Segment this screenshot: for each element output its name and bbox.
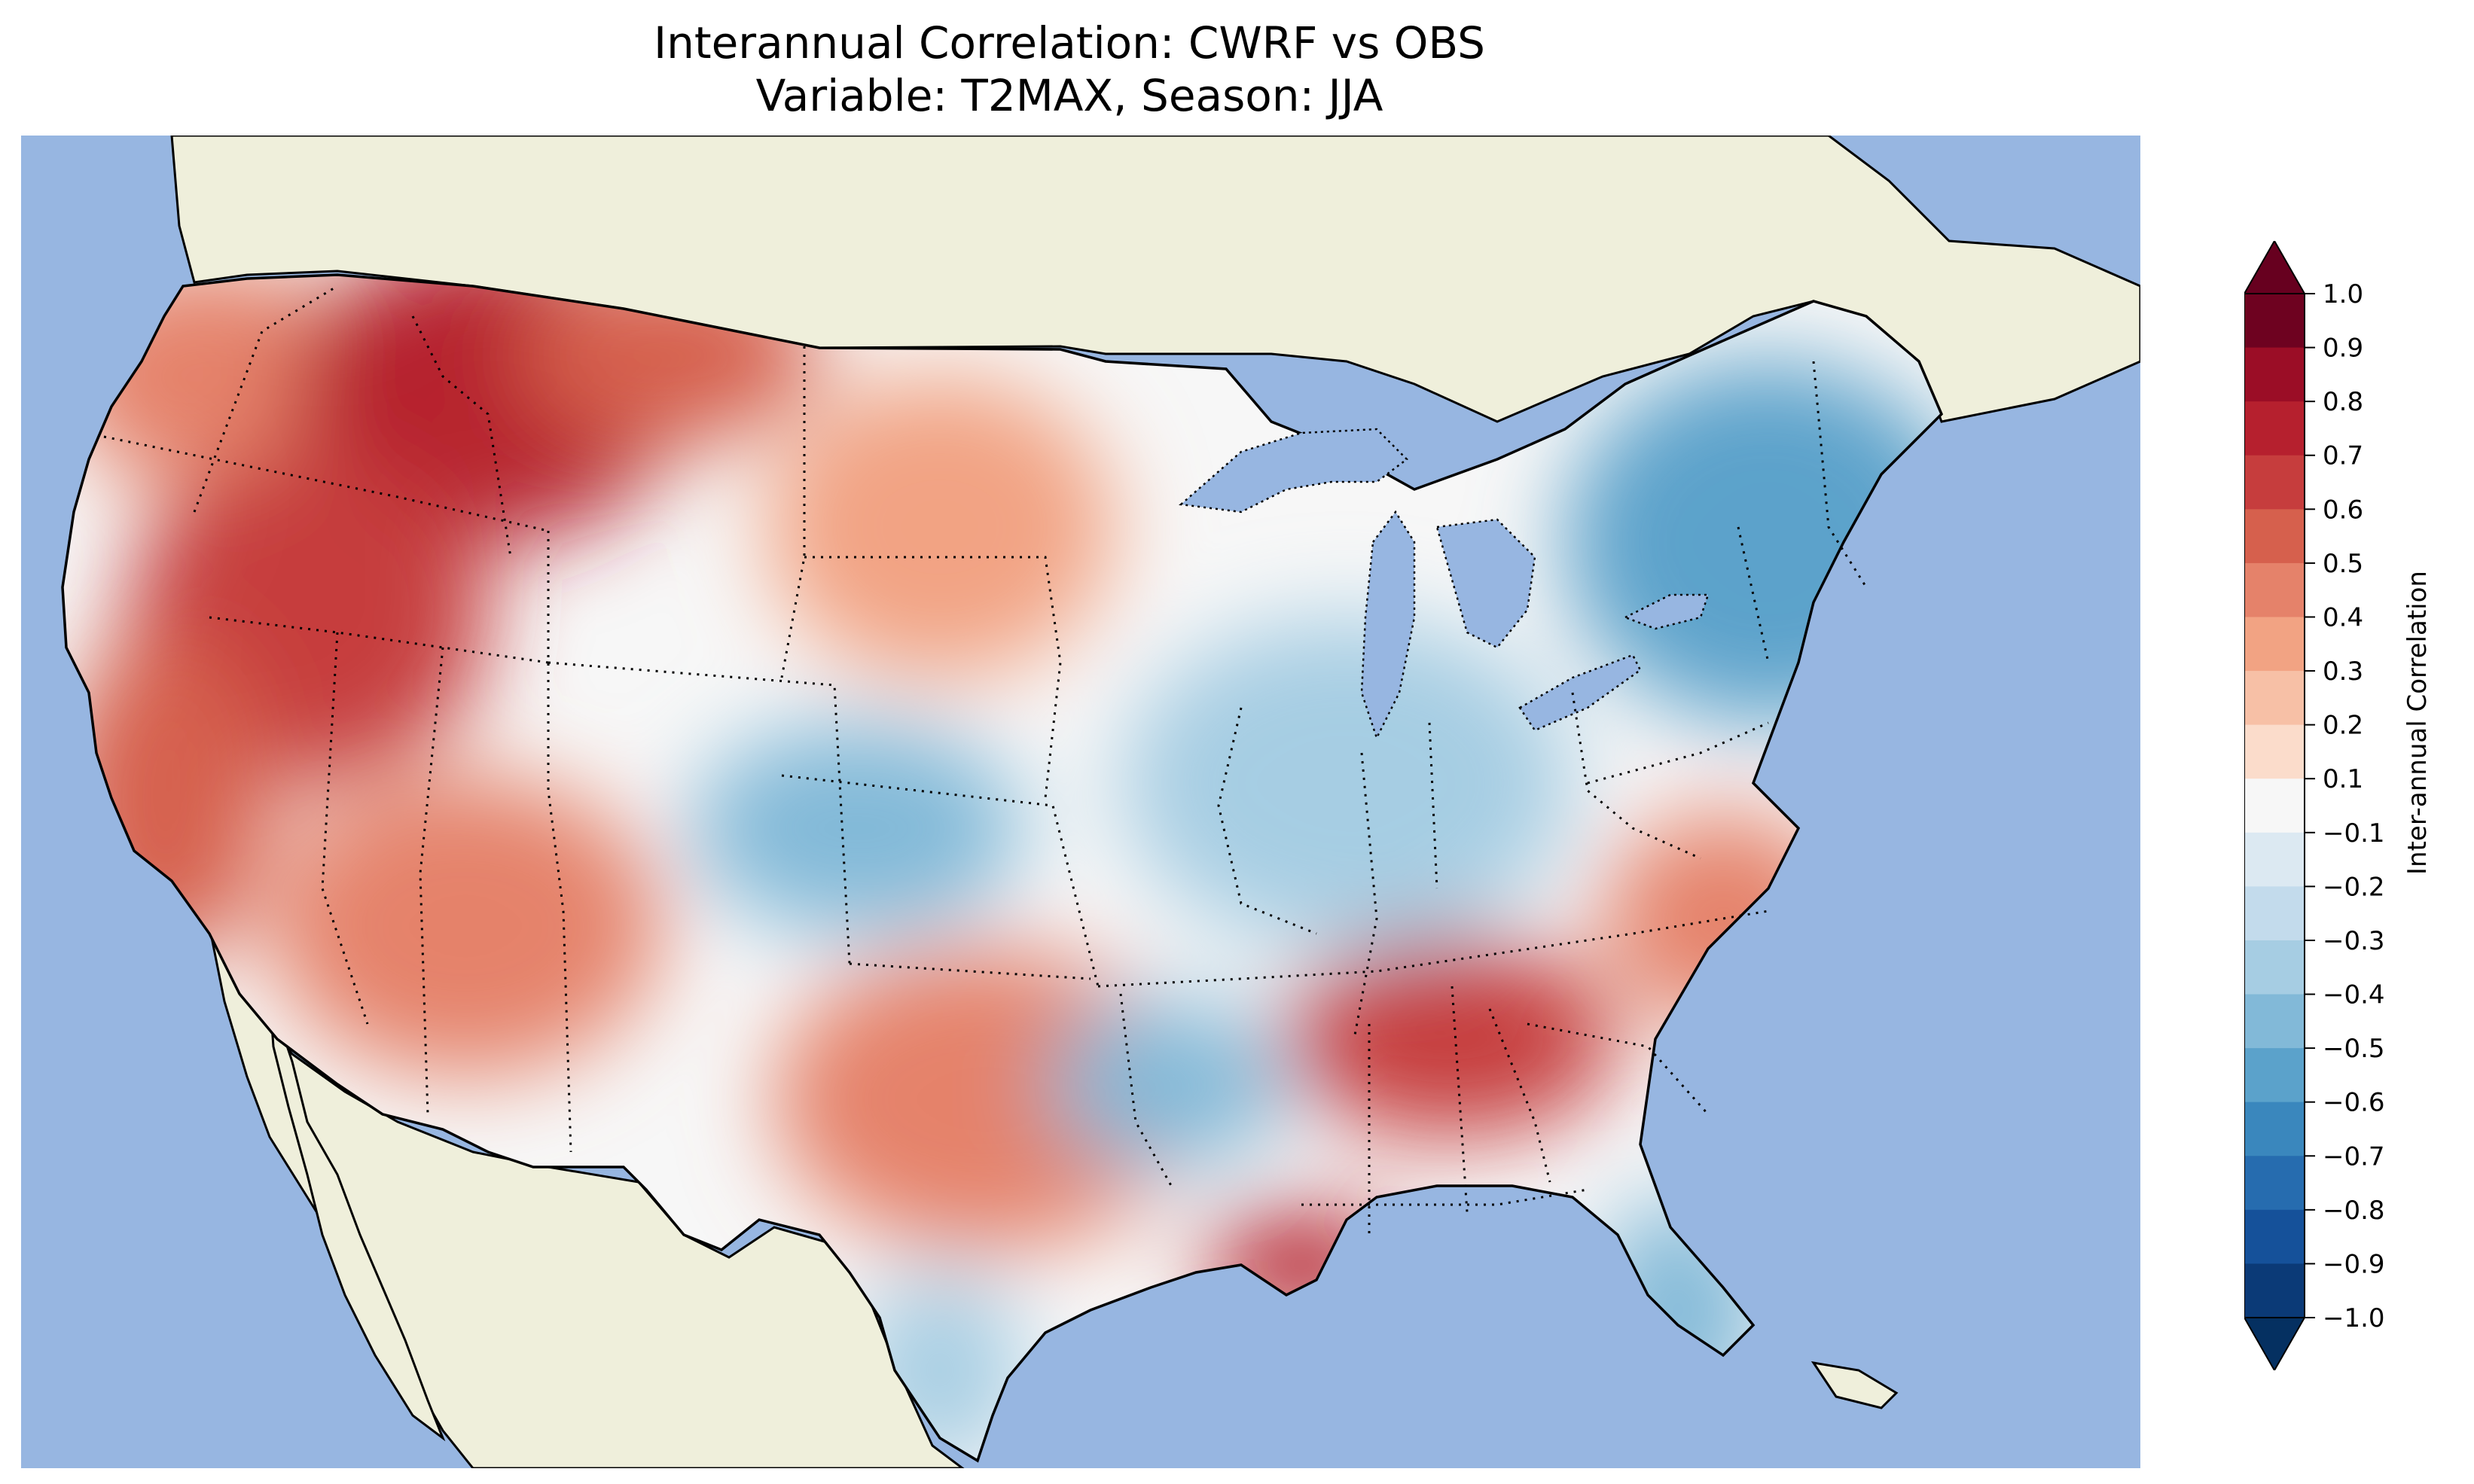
colorbar-band (2244, 724, 2305, 779)
colorbar-tick-label: 0.7 (2323, 441, 2363, 471)
colorbar-tick-label: −1.0 (2323, 1303, 2385, 1333)
region-southeast-alabama (1286, 941, 1618, 1137)
colorbar-tick-label: −0.6 (2323, 1088, 2385, 1118)
colorbar-band (2244, 617, 2305, 672)
colorbar-tick-label: −0.8 (2323, 1196, 2385, 1226)
map-title: Interannual Correlation: CWRF vs OBS Var… (0, 17, 2139, 122)
colorbar-tick-label: 0.4 (2323, 602, 2363, 632)
lake-superior (1179, 428, 1408, 513)
colorbar-band (2244, 779, 2305, 833)
colorbar-band (2244, 347, 2305, 402)
state-boundaries (103, 285, 1868, 1235)
colorbar-arrow-top (2244, 241, 2306, 294)
region-southwest (270, 776, 661, 1077)
colorbar-arrow-bottom (2244, 1317, 2306, 1370)
colorbar-tick-label: −0.1 (2323, 818, 2385, 849)
region-northern-plains (767, 376, 1113, 678)
title-line-1: Interannual Correlation: CWRF vs OBS (653, 17, 1485, 69)
lake-huron (1435, 518, 1536, 649)
colorbar-band (2244, 1048, 2305, 1103)
colorbar-band (2244, 562, 2305, 617)
colorbar-band (2244, 1156, 2305, 1211)
colorbar-band (2244, 940, 2305, 995)
colorbar-band (2244, 509, 2305, 564)
baja-peninsula (268, 993, 446, 1442)
colorbar-tick-label: −0.7 (2323, 1141, 2385, 1172)
colorbar-frame (2244, 293, 2305, 1318)
colorbar-tick-label: −0.2 (2323, 872, 2385, 902)
colorbar-tick-label: 0.6 (2323, 495, 2363, 525)
lake-ontario (1622, 593, 1710, 630)
colorbar: 1.0 0.9 0.8 0.7 0.6 0.5 0.4 0.3 0.2 0.1 −0.1 −0.2 −0… (2244, 241, 2385, 1370)
correlation-map (21, 136, 2140, 1468)
region-central-plains-kansas (691, 723, 1023, 934)
cuba-island (1811, 1361, 1899, 1409)
colorbar-tick-label: −0.3 (2323, 926, 2385, 956)
colorbar-band (2244, 294, 2305, 349)
colorbar-tick-label: −0.4 (2323, 980, 2385, 1010)
colorbar-bands (2244, 294, 2305, 1318)
colorbar-tick-label: 0.2 (2323, 711, 2363, 741)
colorbar-tick-label: 1.0 (2323, 279, 2363, 309)
colorbar-tick-label: 0.8 (2323, 387, 2363, 417)
colorbar-band (2244, 671, 2305, 726)
colorbar-label: Inter-annual Correlation (2402, 571, 2433, 875)
colorbar-tick-label: −0.9 (2323, 1249, 2385, 1279)
colorbar-tick-label: 0.1 (2323, 764, 2363, 794)
lake-michigan (1360, 510, 1416, 741)
region-arkansas-mississippi (1045, 1001, 1286, 1167)
colorbar-band (2244, 1209, 2305, 1264)
colorbar-tick-label: 0.5 (2323, 549, 2363, 579)
colorbar-band (2244, 455, 2305, 510)
colorbar-tick-label: 0.3 (2323, 657, 2363, 687)
colorbar-ticks: 1.0 0.9 0.8 0.7 0.6 0.5 0.4 0.3 0.2 0.1 −0.1 −0.2 −0… (2305, 279, 2385, 1333)
region-midwest (1121, 617, 1573, 949)
great-lakes (1179, 428, 1710, 741)
lake-erie (1518, 654, 1642, 732)
colorbar-band (2244, 994, 2305, 1049)
colorbar-band (2244, 832, 2305, 887)
title-line-2: Variable: T2MAX, Season: JJA (755, 70, 1383, 121)
colorbar-band (2244, 1263, 2305, 1318)
colorbar-tick-label: −0.5 (2323, 1034, 2385, 1064)
colorbar-band (2244, 886, 2305, 941)
colorbar-band (2244, 401, 2305, 456)
colorbar-band (2244, 1102, 2305, 1156)
colorbar-tick-label: 0.9 (2323, 334, 2363, 364)
